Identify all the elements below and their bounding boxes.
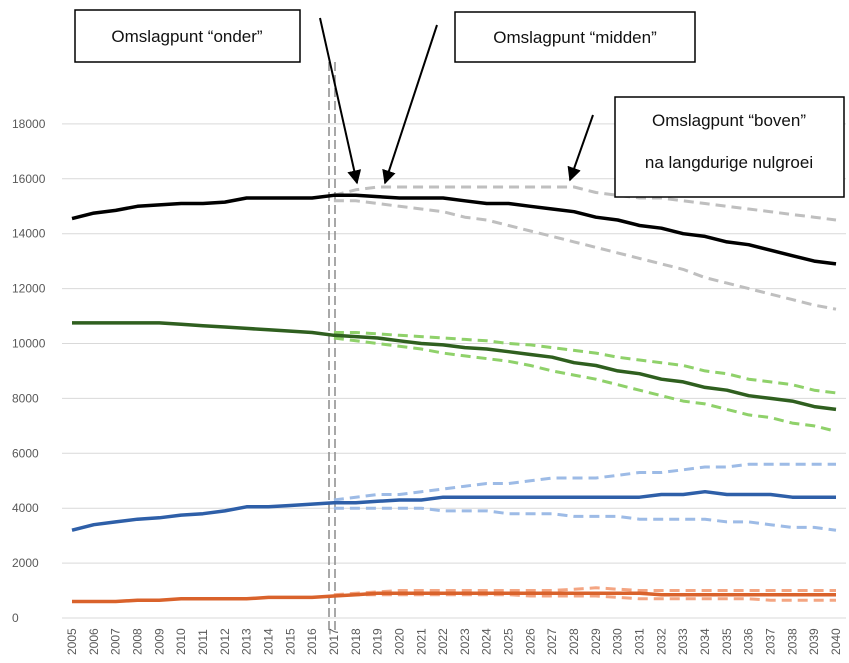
x-tick-label: 2035 bbox=[720, 628, 734, 655]
x-tick-label: 2038 bbox=[785, 628, 799, 655]
x-tick-label: 2018 bbox=[349, 628, 363, 655]
x-tick-label: 2009 bbox=[152, 628, 166, 655]
x-tick-label: 2019 bbox=[371, 628, 385, 655]
arrow bbox=[567, 114, 594, 182]
series-line bbox=[333, 336, 837, 433]
arrow bbox=[382, 24, 438, 185]
x-tick-label: 2032 bbox=[654, 628, 668, 655]
x-tick-label: 2040 bbox=[829, 628, 843, 655]
x-tick-label: 2024 bbox=[480, 628, 494, 655]
x-tick-label: 2027 bbox=[545, 628, 559, 655]
series-line bbox=[333, 506, 837, 532]
series-line bbox=[72, 591, 836, 604]
x-tick-label: 2006 bbox=[87, 628, 101, 655]
series-line bbox=[333, 586, 836, 597]
annotation: Omslagpunt “boven” bbox=[652, 111, 806, 130]
x-tick-label: 2022 bbox=[436, 628, 450, 655]
x-tick-label: 2013 bbox=[240, 628, 254, 655]
x-tick-label: 2039 bbox=[807, 628, 821, 655]
x-tick-label: 2031 bbox=[633, 628, 647, 655]
x-tick-label: 2023 bbox=[458, 628, 472, 655]
x-tick-label: 2029 bbox=[589, 628, 603, 655]
x-tick-label: 2025 bbox=[502, 628, 516, 655]
x-tick-label: 2016 bbox=[305, 628, 319, 655]
x-tick-label: 2017 bbox=[327, 628, 341, 655]
series-line bbox=[71, 193, 837, 266]
lines bbox=[71, 185, 837, 604]
y-tick-label: 12000 bbox=[12, 282, 46, 296]
y-tick-label: 2000 bbox=[12, 556, 39, 570]
x-tick-label: 2030 bbox=[611, 628, 625, 655]
x-tick-label: 2033 bbox=[676, 628, 690, 655]
series-line bbox=[72, 321, 837, 412]
series-line bbox=[333, 462, 836, 502]
grid: 0 2000 4000 6000 8000 10000 12000 14000 16000 180… bbox=[12, 117, 846, 655]
x-tick-label: 2011 bbox=[196, 629, 210, 655]
y-tick-label: 4000 bbox=[12, 501, 39, 515]
x-tick-label: 2020 bbox=[392, 628, 406, 655]
x-tick-label: 2015 bbox=[283, 628, 297, 655]
x-tick-label: 2026 bbox=[523, 628, 537, 655]
x-tick-label: 2014 bbox=[261, 628, 275, 655]
annotations: Omslagpunt “onder” Omslagpunt “midden” O… bbox=[74, 9, 845, 198]
x-tick-label: 2034 bbox=[698, 628, 712, 655]
annotation-box bbox=[454, 11, 696, 63]
y-tick-label: 18000 bbox=[12, 117, 46, 131]
annotation: na langdurige nulgroei bbox=[645, 153, 813, 172]
x-tick-label: 2036 bbox=[742, 628, 756, 655]
x-tick-label: 2012 bbox=[218, 628, 232, 655]
y-tick-label: 8000 bbox=[12, 391, 39, 405]
x-tick-label: 2007 bbox=[109, 628, 123, 655]
y-tick-label: 6000 bbox=[12, 446, 39, 460]
annotation: Omslagpunt “onder” bbox=[111, 27, 263, 46]
annotation: Omslagpunt “midden” bbox=[493, 28, 657, 47]
series-line bbox=[333, 331, 837, 395]
series-line bbox=[71, 489, 836, 532]
series-line bbox=[333, 185, 837, 222]
arrow bbox=[319, 17, 362, 185]
series-line bbox=[333, 199, 837, 311]
x-tick-label: 2005 bbox=[65, 628, 79, 655]
y-tick-label: 16000 bbox=[12, 172, 46, 186]
x-tick-label: 2010 bbox=[174, 628, 188, 655]
y-tick-label: 14000 bbox=[12, 227, 46, 241]
x-tick-label: 2028 bbox=[567, 628, 581, 655]
y-tick-label: 0 bbox=[12, 611, 19, 625]
annotation-box bbox=[614, 96, 845, 198]
y-tick-label: 10000 bbox=[12, 337, 46, 351]
x-tick-label: 2037 bbox=[764, 628, 778, 655]
x-tick-label: 2008 bbox=[130, 628, 144, 655]
annotation-box bbox=[74, 9, 301, 63]
x-tick-label: 2021 bbox=[414, 628, 428, 655]
